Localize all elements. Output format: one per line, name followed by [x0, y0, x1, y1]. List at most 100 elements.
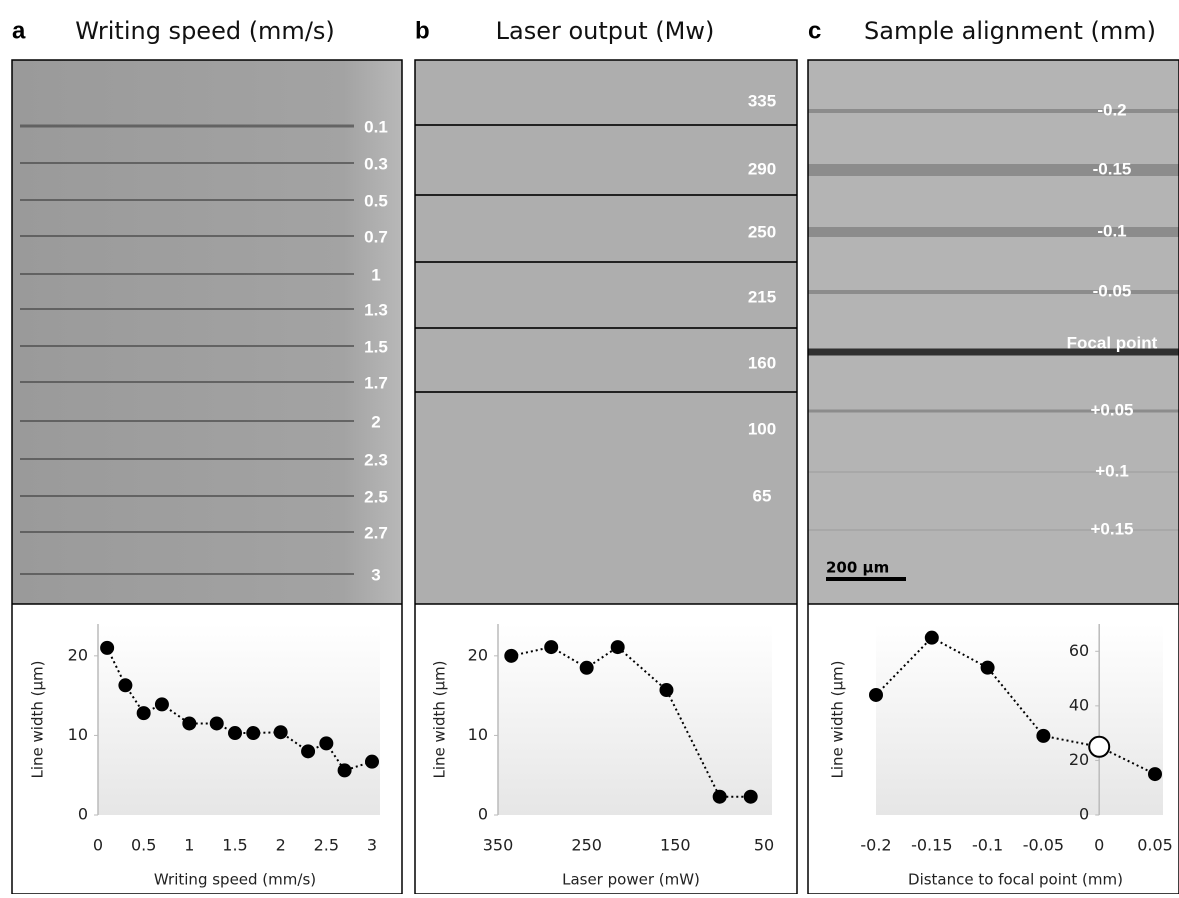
data-point	[365, 754, 379, 769]
x-tick-label: 3	[367, 836, 377, 855]
micrograph	[808, 60, 1179, 604]
y-tick-label: 20	[468, 645, 488, 664]
data-point	[579, 660, 594, 675]
x-tick-label: 1.5	[222, 836, 247, 855]
x-tick-label: 0	[93, 836, 103, 855]
x-tick-label: 2.5	[314, 836, 339, 855]
image-label: 0.3	[364, 154, 388, 173]
y-tick-label: 10	[468, 725, 488, 744]
data-point	[712, 789, 727, 804]
panel-letter: b	[415, 17, 430, 44]
image-label: -0.05	[1093, 281, 1132, 300]
data-line	[875, 636, 1156, 775]
x-tick-label: -0.2	[860, 836, 891, 855]
data-point	[544, 640, 559, 655]
x-tick-label: -0.15	[911, 836, 952, 855]
data-point	[154, 697, 169, 712]
data-point	[337, 763, 352, 778]
micrograph	[415, 60, 797, 604]
x-tick-label: 50	[754, 836, 774, 855]
y-tick-label: 0	[78, 805, 88, 824]
x-tick-label: -0.05	[1023, 836, 1064, 855]
x-tick-label: 0.05	[1137, 836, 1173, 855]
image-label: 0.1	[364, 117, 388, 136]
x-tick-label: 0.5	[131, 836, 156, 855]
y-tick-label: 60	[1069, 641, 1089, 660]
data-point	[504, 648, 519, 663]
image-label: 290	[748, 159, 776, 178]
data-point	[100, 640, 115, 655]
data-point	[301, 744, 316, 759]
y-tick-label: 0	[478, 805, 488, 824]
data-point	[1088, 735, 1111, 758]
data-point	[228, 726, 242, 741]
image-label: +0.15	[1090, 519, 1133, 538]
y-tick-label: 20	[1069, 750, 1089, 769]
image-label: 160	[748, 353, 776, 372]
image-label: +0.1	[1095, 461, 1129, 480]
image-label: -0.2	[1097, 100, 1126, 119]
data-point	[610, 640, 625, 655]
scale-bar-label: 200 µm	[826, 559, 889, 577]
y-axis-title: Line width (µm)	[829, 660, 847, 778]
y-tick-label: 40	[1069, 695, 1089, 714]
data-point	[1148, 767, 1162, 782]
x-axis-title: Distance to focal point (mm)	[908, 871, 1123, 889]
panel-title: Laser output (Mw)	[496, 17, 715, 45]
image-label: 65	[753, 486, 772, 505]
micrograph	[12, 60, 402, 604]
data-point	[924, 630, 939, 645]
panel-title: Writing speed (mm/s)	[75, 17, 335, 45]
x-tick-label: 250	[571, 836, 602, 855]
x-tick-label: -0.1	[972, 836, 1003, 855]
panel-letter: a	[12, 17, 26, 44]
data-point	[209, 716, 224, 731]
panel-letter: c	[808, 17, 821, 44]
image-label: 3	[371, 565, 380, 584]
image-label: -0.15	[1093, 159, 1132, 178]
x-tick-label: 150	[660, 836, 691, 855]
image-label: 0.7	[364, 227, 388, 246]
plot-area	[876, 624, 1163, 815]
image-label: 2.5	[364, 487, 388, 506]
y-axis-title: Line width (µm)	[431, 660, 449, 778]
x-tick-label: 0	[1094, 836, 1104, 855]
image-label: 250	[748, 222, 776, 241]
image-label: 1.7	[364, 373, 388, 392]
data-point	[980, 660, 995, 675]
image-label: 2.3	[364, 450, 388, 469]
image-label: +0.05	[1090, 400, 1133, 419]
y-axis-title: Line width (µm)	[29, 660, 47, 778]
data-point	[118, 678, 133, 693]
plot-area	[98, 624, 380, 815]
y-tick-label: 10	[68, 725, 88, 744]
x-axis-title: Writing speed (mm/s)	[154, 871, 316, 889]
panel-title: Sample alignment (mm)	[864, 17, 1156, 45]
x-axis-title: Laser power (mW)	[562, 871, 700, 889]
image-label: 2.7	[364, 523, 388, 542]
image-label: 0.5	[364, 191, 388, 210]
data-point	[659, 683, 674, 698]
image-label: 100	[748, 419, 776, 438]
y-tick-label: 20	[68, 645, 88, 664]
image-label: 335	[748, 91, 776, 110]
y-tick-label: 0	[1079, 805, 1089, 824]
x-tick-label: 2	[276, 836, 286, 855]
image-label: -0.1	[1097, 221, 1126, 240]
image-label: Focal point	[1067, 333, 1158, 352]
data-point	[273, 725, 288, 740]
image-label: 1.3	[364, 300, 388, 319]
data-point	[182, 716, 197, 731]
data-point	[246, 726, 261, 741]
data-point	[319, 736, 334, 751]
image-label: 215	[748, 287, 776, 306]
image-label: 2	[371, 412, 380, 431]
data-point	[869, 687, 883, 702]
data-point	[743, 789, 758, 804]
data-point	[1036, 728, 1051, 743]
image-label: 1.5	[364, 337, 388, 356]
x-tick-label: 350	[483, 836, 514, 855]
image-label: 1	[371, 265, 380, 284]
